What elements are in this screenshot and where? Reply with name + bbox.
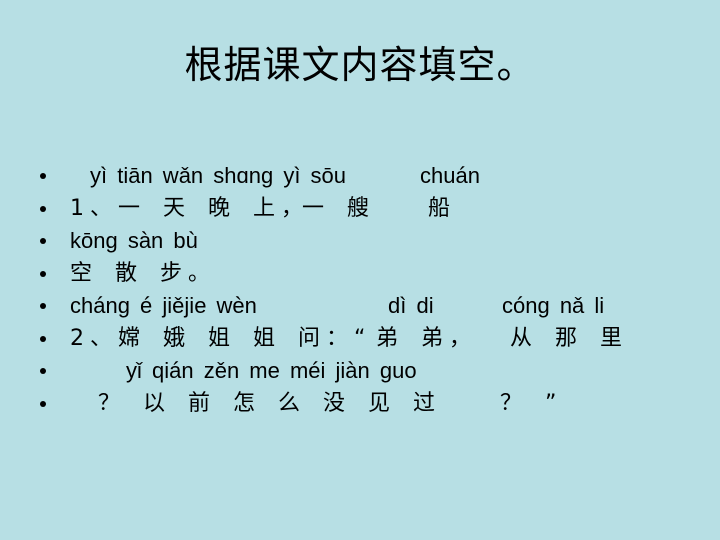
page-title: 根据课文内容填空。 <box>184 43 536 87</box>
fill-in-content: yì tiān wǎn shɑng yì sōu chuán 1、一 天 晚 上… <box>40 160 710 420</box>
line-1-chinese-segment-2: 一 艘 <box>302 195 375 221</box>
line-3-pinyin-segment-1: cháng é jiějie wèn <box>70 293 257 319</box>
line-3-chinese-segment-3: 从 那 里 <box>510 325 628 351</box>
line-3-pinyin: cháng é jiějie wèn dì di cóng nǎ li <box>40 290 710 323</box>
line-2-pinyin-segment-1: kōng sàn bù <box>70 228 198 254</box>
line-4-chinese: ？ 以 前 怎 么 没 见 过 ？ ” <box>40 388 710 421</box>
line-3-pinyin-segment-3: cóng nǎ li <box>502 293 605 319</box>
line-4-chinese-segment-1: ？ 以 前 怎 么 没 见 过 <box>98 390 441 416</box>
line-4-pinyin-segment-1: yǐ qián zěn me méi jiàn guo <box>126 358 417 384</box>
line-2-chinese: 空 散 步。 <box>40 258 710 291</box>
line-1-chinese: 1、一 天 晚 上， 一 艘 船 <box>40 193 710 226</box>
bullet-icon <box>40 335 46 342</box>
line-3-chinese: 2、嫦 娥 姐 姐 问：“ 弟 弟， 从 那 里 <box>40 323 710 356</box>
line-1-chinese-segment-3: 船 <box>428 195 457 221</box>
bullet-icon <box>40 270 46 277</box>
line-3-chinese-segment-1: 2、嫦 娥 姐 姐 问：“ <box>70 325 372 351</box>
line-1-pinyin-segment-1: yì tiān wǎn shɑng yì sōu <box>90 163 347 189</box>
line-1-pinyin: yì tiān wǎn shɑng yì sōu chuán <box>40 160 710 193</box>
line-3-chinese-segment-2: 弟 弟， <box>376 325 477 351</box>
bullet-icon <box>40 400 46 407</box>
bullet-icon <box>40 368 46 375</box>
line-2-chinese-segment-1: 空 散 步。 <box>70 260 216 286</box>
bullet-icon <box>40 303 46 310</box>
line-4-pinyin: yǐ qián zěn me méi jiàn guo <box>40 355 710 388</box>
bullet-icon <box>40 238 46 245</box>
line-4-chinese-segment-2: ？ ” <box>500 390 563 416</box>
line-2-pinyin: kōng sàn bù <box>40 225 710 258</box>
line-3-pinyin-segment-2: dì di <box>388 293 434 319</box>
line-1-chinese-segment-1: 1、一 天 晚 上， <box>70 195 309 221</box>
line-1-pinyin-segment-2: chuán <box>420 163 480 189</box>
bullet-icon <box>40 173 46 180</box>
bullet-icon <box>40 205 46 212</box>
